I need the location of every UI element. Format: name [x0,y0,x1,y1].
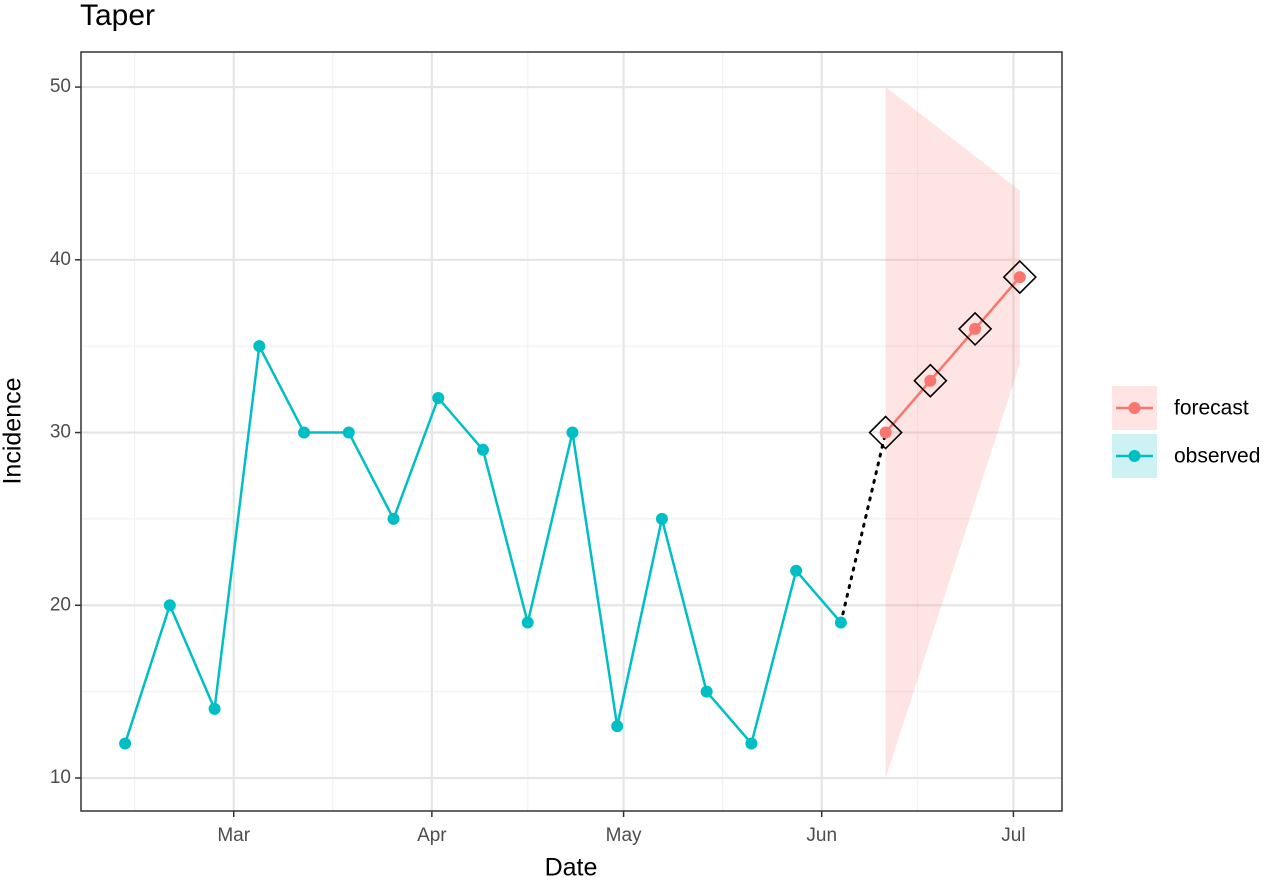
data-point [1013,271,1026,284]
forecast-marker [913,363,948,398]
legend-dot [1128,402,1141,414]
data-point [700,685,713,698]
data-point [253,340,266,353]
x-tick-label: Mar [217,825,250,846]
data-point [476,443,489,456]
forecast-marker [868,415,903,450]
data-point [611,720,624,733]
panel-border [80,51,1063,812]
forecast-marker [957,311,993,347]
data-point [655,512,668,525]
data-point [790,564,803,577]
data-point [387,512,400,525]
legend-label: forecast [1174,397,1249,420]
legend-label: observed [1174,445,1260,468]
data-point [969,322,982,335]
x-tick-label: Jun [806,825,837,846]
y-tick-label: 30 [50,422,71,443]
y-tick-label: 40 [50,249,71,270]
y-tick-label: 20 [50,594,71,615]
x-tick-label: Apr [417,825,447,846]
y-axis-label: Incidence [0,377,27,484]
interval-band [885,87,1020,779]
data-point [342,426,355,439]
y-tick-label: 50 [50,76,71,97]
data-point [432,391,445,404]
legend-dot [1128,450,1141,462]
series-line [884,276,1021,434]
x-tick-label: May [606,825,642,846]
data-point [208,702,221,715]
forecast-marker [1002,259,1037,295]
y-tick-label: 10 [50,767,71,788]
data-point [163,599,176,612]
data-point [879,426,892,439]
data-point [566,426,579,439]
data-point [298,426,311,439]
data-point [521,616,534,629]
data-point [119,737,132,750]
x-tick-label: Jul [1001,825,1025,846]
x-axis-label: Date [545,854,598,882]
chart-title: Taper [80,0,155,32]
data-point [745,737,758,750]
data-point [924,374,937,387]
data-point [834,616,847,629]
connector [839,431,888,625]
